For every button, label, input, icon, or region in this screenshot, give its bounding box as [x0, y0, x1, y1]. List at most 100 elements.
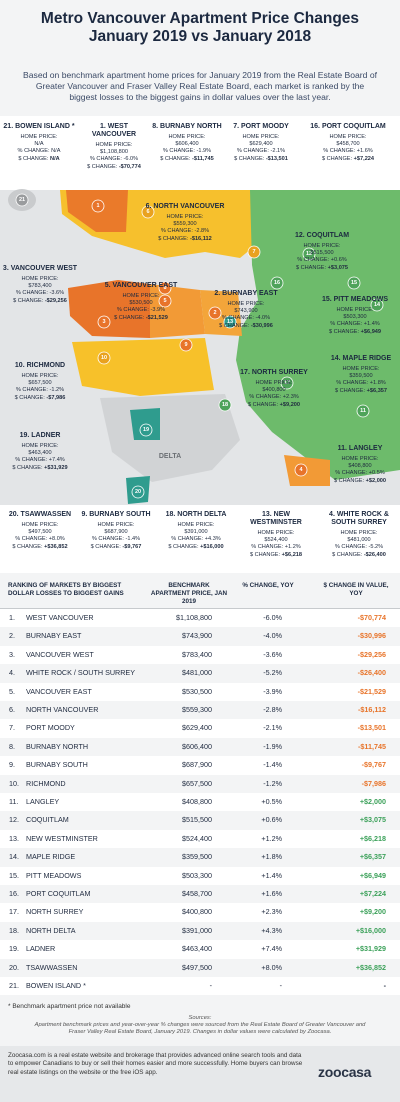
table-row: 1. WEST VANCOUVER $1,108,800 -6.0% -$70,774: [0, 609, 400, 628]
market: COQUITLAM: [26, 815, 69, 825]
map-marker-label: 21: [19, 197, 25, 203]
callout-dollar: -$11,745: [191, 155, 214, 162]
callout-label: HOME PRICE:: [95, 142, 133, 148]
callout-name: 14. MAPLE RIDGE: [330, 355, 392, 362]
title-line: Metro Vancouver Apartment Price Changes: [40, 10, 360, 27]
callout-label: $ CHANGE:: [160, 155, 191, 162]
price: $497,500: [182, 962, 212, 972]
map-marker: [347, 276, 361, 290]
callout-line: $ CHANGE: +$6,949: [312, 329, 398, 336]
callout-price: $743,900: [234, 308, 258, 315]
callout-line: $ CHANGE: -$16,112: [140, 236, 230, 243]
market: BURNABY SOUTH: [26, 760, 88, 770]
rank: 5.: [9, 686, 15, 696]
callout-price: $559,300: [173, 221, 197, 228]
callout-label: $ CHANGE:: [295, 264, 327, 271]
callout-label: HOME PRICE:: [177, 522, 215, 528]
logo[interactable]: zoocasa: [318, 1064, 372, 1080]
callout-label: HOME PRICE:: [21, 373, 59, 379]
table-row: 16. PORT COQUITLAM $458,700 +1.6% +$7,224: [0, 885, 400, 904]
pct-change: +4.3%: [261, 925, 282, 935]
rank: 17.: [9, 907, 19, 917]
map-marker-label: 7: [252, 249, 255, 255]
map-marker-label: 8: [163, 285, 166, 291]
map-marker: [280, 376, 294, 390]
callout-line: % CHANGE: +1.4%: [312, 321, 398, 328]
callout-dollar: -$26,400: [363, 551, 386, 558]
map-marker: [356, 404, 370, 418]
callout-price: $657,500: [28, 380, 52, 387]
callout-pct: -4.0%: [255, 315, 271, 322]
pct-change: +1.8%: [261, 852, 282, 862]
price: $515,500: [182, 815, 212, 825]
market: NORTH VANCOUVER: [26, 705, 99, 714]
table-row: 11. LANGLEY $408,800 +0.5% +$2,000: [0, 793, 400, 812]
callout-line: % CHANGE: +8.0%: [0, 536, 80, 543]
rank: 15.: [9, 870, 19, 880]
callout: 17. NORTH SURREY HOME PRICE: $400,800% CHA…: [232, 369, 316, 409]
callout-label: % CHANGE:: [15, 457, 48, 464]
market: MAPLE RIDGE: [26, 852, 76, 862]
callout: 15. PITT MEADOWS HOME PRICE: $503,300% CHA…: [312, 296, 398, 336]
market: NEW WESTMINSTER: [26, 833, 98, 843]
callout: 16. PORT COQUITLAM HOME PRICE: $458,700% C…: [300, 123, 396, 163]
dollar-change: +$2,000: [359, 797, 386, 806]
price: $481,000: [182, 668, 212, 678]
callout-label: % CHANGE:: [249, 394, 282, 401]
pct-change: -2.1%: [263, 723, 282, 733]
price: $687,900: [182, 760, 212, 770]
callout-label: % CHANGE:: [236, 148, 269, 155]
table-header: $ CHANGE IN VALUE, YOY: [323, 582, 389, 597]
callout-label: $ CHANGE:: [114, 314, 145, 321]
callout-pct: +0.6%: [330, 257, 347, 264]
callout: 13. NEW WESTMINSTER HOME PRICE: $524,400% …: [236, 511, 316, 559]
map-marker: [97, 315, 111, 329]
callout-pct: -6.0%: [123, 156, 139, 163]
pct-change: +2.3%: [261, 907, 282, 917]
callout-line: $ CHANGE: +$2,000: [320, 478, 400, 485]
callout-label: HOME PRICE:: [122, 293, 160, 299]
map-marker-label: 15: [351, 280, 357, 286]
callout-line: % CHANGE: -4.0%: [204, 315, 288, 322]
map-marker-label: 4: [299, 467, 303, 473]
callout-line: % CHANGE: -3.6%: [0, 290, 80, 297]
rank: 10.: [9, 778, 19, 788]
pct-change: +0.6%: [261, 815, 282, 825]
map-marker: [208, 306, 222, 320]
callout-dollar: +$3,075: [327, 264, 349, 271]
callout-label: HOME PRICE:: [242, 134, 280, 140]
map-marker: [131, 485, 145, 499]
callout-name: 5. VANCOUVER EAST: [104, 282, 178, 289]
callout-label: HOME PRICE:: [329, 134, 367, 140]
rank: 7.: [9, 723, 15, 733]
callout-label: % CHANGE:: [336, 380, 369, 387]
callout-name: 4. WHITE ROCK & SOUTH SURREY: [329, 511, 389, 526]
callout-dollar: +$31,929: [44, 464, 68, 471]
callout-line: % CHANGE: +1.2%: [236, 544, 316, 551]
richmond: [72, 338, 214, 396]
callout-line: $ CHANGE: -$30,996: [204, 323, 288, 330]
callout-label: $ CHANGE:: [334, 387, 366, 394]
callout-line: % CHANGE: +1.8%: [322, 380, 400, 387]
callout-line: % CHANGE: -1.2%: [0, 387, 80, 394]
table-row: 12. COQUITLAM $515,500 +0.6% +$3,075: [0, 811, 400, 830]
callout-name: 13. NEW WESTMINSTER: [250, 511, 302, 526]
map-marker-label: 10: [101, 355, 107, 361]
callout-name: 8. BURNABY NORTH: [152, 123, 222, 130]
pct-change: +1.6%: [261, 889, 282, 898]
callout-price: $481,000: [347, 537, 371, 544]
rank: 3.: [9, 649, 15, 659]
callout-line: $ CHANGE: +$7,224: [300, 156, 396, 163]
callout-dollar: -$29,256: [44, 297, 67, 304]
callout-dollar: N/A: [50, 155, 60, 162]
map-marker-label: 19: [143, 427, 149, 433]
callout-pct: -3.9%: [150, 307, 166, 314]
market: WEST VANCOUVER: [26, 613, 94, 622]
callout: 4. WHITE ROCK & SOUTH SURREY HOME PRICE: $…: [318, 511, 400, 559]
price: $391,000: [182, 925, 212, 935]
callout: 11. LANGLEY HOME PRICE: $408,800% CHANGE: …: [320, 445, 400, 485]
callout: 5. VANCOUVER EAST HOME PRICE: $530,500% CH…: [100, 282, 182, 322]
callout-line: % CHANGE: -2.1%: [224, 148, 298, 155]
callout-label: HOME PRICE:: [97, 522, 135, 528]
